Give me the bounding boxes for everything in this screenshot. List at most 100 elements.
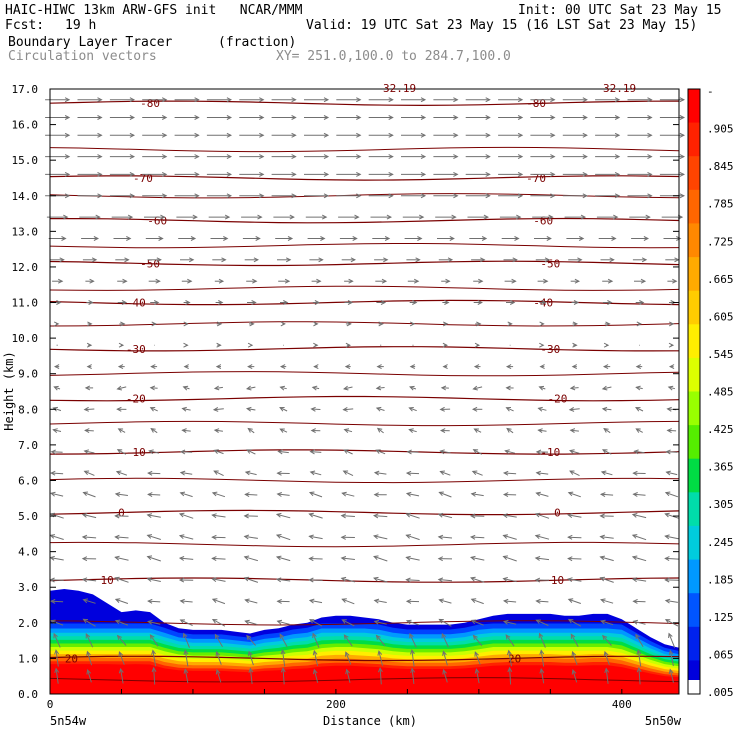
wind-vector-head [574,278,581,284]
wind-vector-shaft [376,407,385,411]
y-tick-label: 15.0 [12,154,39,167]
wind-vector-shaft [309,492,323,498]
wind-vector [373,555,388,562]
wind-vector [239,193,265,199]
colorbar-segment [688,223,700,258]
wind-vector-head [538,385,545,391]
wind-vector [667,385,676,391]
wind-vector-shaft [148,493,161,496]
wind-vector [344,364,351,370]
wind-vector-head [412,300,418,305]
wind-vector-shaft [474,652,481,665]
wind-vector [50,470,64,476]
wind-vector [215,651,222,665]
colorbar-label: .545 [707,348,734,361]
wind-vector-head [541,300,547,305]
wind-vector-shaft [439,599,452,604]
wind-vector-head [453,193,459,199]
wind-vector [538,632,546,648]
wind-vector-head [507,321,513,327]
colorbar-label: .485 [707,386,734,399]
wind-vector-shaft [152,650,157,667]
wind-vector-head [356,154,362,160]
wind-vector-head [314,300,321,305]
wind-vector-head [373,534,379,540]
wind-vector-head [158,236,164,241]
wind-vector [373,492,387,498]
wind-vector [116,385,127,391]
wind-vector-shaft [638,667,641,685]
colorbar-frame [687,88,701,695]
wind-vector-head [83,449,90,455]
isotherm-label: -10 [540,446,560,459]
wind-vector-shaft [669,650,674,667]
wind-vector-head [212,406,219,412]
wind-vector-head [343,428,350,433]
wind-vector-head [602,364,609,370]
wind-vector [116,449,127,455]
wind-vector [570,633,579,648]
wind-vector-head [82,618,89,624]
wind-vector-head [372,513,379,519]
wind-vector-shaft [214,386,223,389]
wind-vector-head [546,236,552,241]
wind-vector [308,534,323,540]
wind-vector [115,470,128,476]
wind-vector [401,115,427,120]
wind-vector [81,577,97,583]
wind-vector [534,577,550,583]
wind-vector-head [122,278,128,284]
wind-vector [372,513,388,519]
wind-vector [81,236,100,241]
wind-vector-shaft [443,669,448,683]
wind-vector-shaft [282,650,286,667]
wind-vector-head [179,449,186,455]
wind-vector-head [405,577,411,583]
wind-vector [602,278,614,284]
y-tick-label: 7.0 [18,439,38,452]
wind-vector-shaft [632,578,647,582]
wind-vector-head [97,132,103,138]
wind-vector-shaft [277,493,290,496]
wind-vector [441,632,449,648]
wind-vector-head [117,428,124,433]
wind-vector-shaft [377,428,384,434]
wind-vector-head [539,649,545,655]
wind-vector-shaft [568,514,582,518]
wind-vector-head [259,171,265,177]
wind-vector [146,555,161,562]
wind-vector-head [469,555,476,561]
wind-vector [275,512,291,519]
wind-vector [239,132,265,138]
wind-vector [309,257,324,263]
wind-vector [599,576,614,583]
wind-vector-head [291,115,297,120]
wind-vector-head [86,364,92,370]
wind-vector-head [211,534,217,540]
wind-vector-head [577,257,583,263]
wind-vector-head [570,633,576,639]
wind-vector-shaft [635,634,644,647]
wind-vector [631,513,647,519]
colorbar-segment-lowest [688,680,700,694]
wind-vector-shaft [309,599,323,604]
wind-vector-head [614,193,621,199]
wind-vector-head [679,97,686,103]
wind-vector-head [183,342,189,348]
wind-vector-shaft [536,472,549,475]
wind-vector [368,193,394,199]
wind-vector-head [161,132,168,138]
wind-vector [373,619,387,625]
wind-vector-head [252,278,258,284]
wind-vector-head [93,236,100,241]
colorbar-label: .725 [707,235,734,248]
wind-vector [176,214,198,220]
wind-vector [664,556,679,562]
wind-vector-head [636,649,642,655]
wind-vector [504,449,516,455]
wind-vector [472,385,483,391]
wind-vector [409,364,416,370]
wind-vector-head [517,193,524,199]
wind-vector [243,555,259,562]
wind-vector-head [602,449,608,454]
